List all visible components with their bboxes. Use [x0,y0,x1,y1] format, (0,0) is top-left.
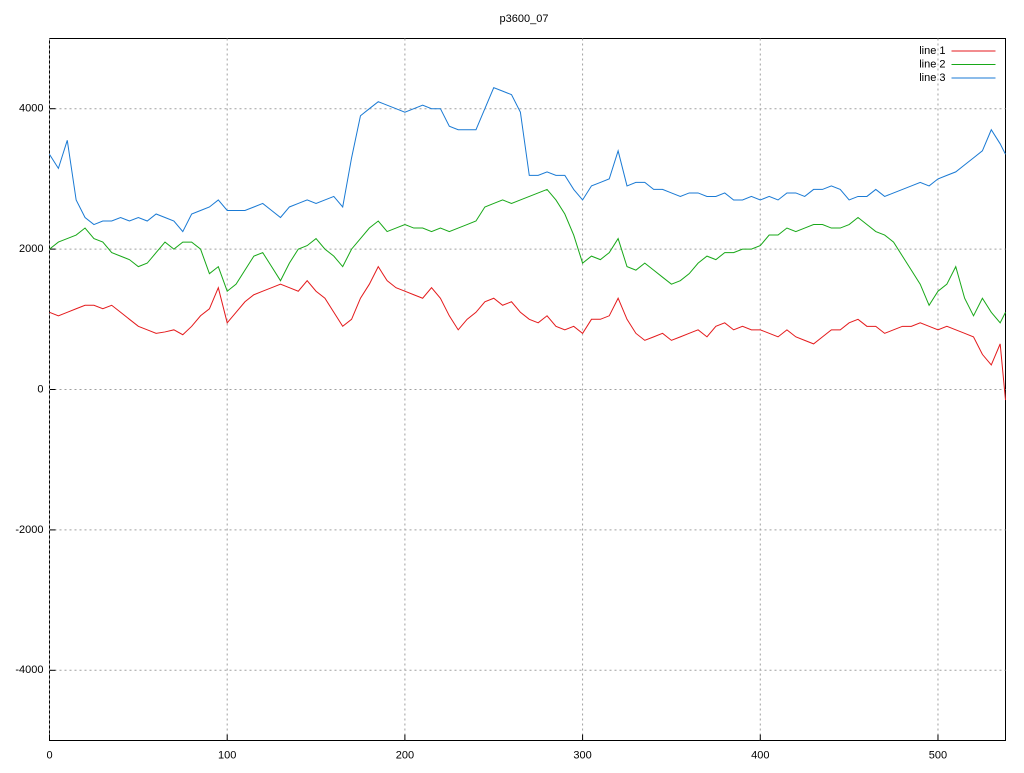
x-tick-label: 400 [751,749,769,761]
y-tick-label: 4000 [19,103,43,115]
data-line [49,86,1006,233]
x-tick-label: 200 [396,749,414,761]
x-tick-label: 300 [573,749,591,761]
x-tick-label: 500 [929,749,947,761]
x-tick-label: 0 [46,749,52,761]
x-tick-label: 100 [218,749,236,761]
data-line [49,188,1006,324]
y-tick-label: -4000 [15,664,43,676]
chart-title: p3600_07 [500,13,549,25]
legend-label: line 1 [919,45,945,57]
legend-label: line 3 [919,72,945,84]
y-tick-label: 0 [37,383,43,395]
y-tick-label: 2000 [19,243,43,255]
legend-label: line 2 [919,58,945,70]
y-tick-label: -2000 [15,524,43,536]
data-line [49,265,1006,401]
